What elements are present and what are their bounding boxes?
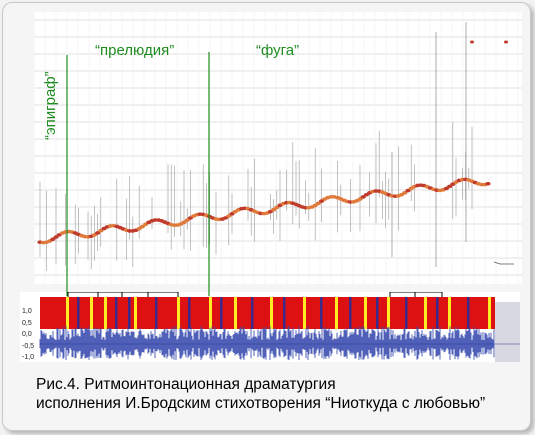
- yellow-marker: [66, 297, 69, 329]
- yellow-marker: [424, 297, 427, 329]
- blue-marker: [251, 297, 254, 329]
- pitch-curve: [37, 40, 508, 245]
- axis-tick-label: -0,5: [22, 343, 35, 350]
- section-label-fugue: “фуга”: [256, 42, 300, 59]
- blue-marker: [320, 297, 323, 329]
- band-markers: [66, 297, 491, 329]
- waveform: [39, 326, 520, 361]
- pitch-point: [184, 218, 190, 223]
- yellow-marker: [488, 297, 491, 329]
- axis-tick-label: 1,0: [22, 308, 32, 315]
- pitch-point: [402, 190, 408, 195]
- section-label-prelude: “прелюдия”: [95, 42, 175, 59]
- blue-marker: [283, 297, 286, 329]
- phrase-bracket: [147, 292, 179, 297]
- caption-line: Рис.4. Ритмоинтонационная драматургия: [36, 376, 336, 393]
- pitch-stems: [39, 22, 514, 271]
- blue-marker: [115, 297, 118, 329]
- blue-marker: [405, 297, 408, 329]
- pitch-point: [357, 197, 363, 201]
- axis-tick-label: 0,5: [22, 320, 32, 327]
- blue-marker: [349, 297, 352, 329]
- yellow-marker: [364, 297, 367, 329]
- waveform-panel: [20, 292, 520, 362]
- yellow-marker: [90, 297, 93, 329]
- pitch-point: [226, 214, 232, 218]
- pitch-point: [95, 231, 101, 235]
- blue-marker: [467, 297, 470, 329]
- pitch-point: [405, 188, 411, 193]
- pitch-point: [504, 40, 508, 44]
- yellow-marker: [234, 297, 237, 329]
- yellow-marker: [177, 297, 180, 329]
- yellow-marker: [270, 297, 273, 329]
- yellow-marker: [104, 297, 107, 329]
- pitch-contour-panel: [34, 12, 522, 284]
- yellow-marker: [303, 297, 306, 329]
- pitch-point: [271, 207, 277, 212]
- pitch-point: [181, 220, 187, 225]
- section-label-epigraph: “эпиграф”: [42, 71, 59, 140]
- blue-marker: [128, 297, 131, 329]
- pitch-point: [470, 40, 474, 44]
- waveform-axis: 1,0 0,5 0,0 -0,5 -1,0: [20, 292, 38, 362]
- caption-line: исполнения И.Бродским стихотворения “Нио…: [36, 395, 486, 412]
- yellow-marker: [335, 297, 338, 329]
- pitch-tail: [493, 261, 514, 265]
- blue-marker: [77, 297, 80, 329]
- yellow-marker: [134, 297, 137, 329]
- phrase-bracket: [414, 292, 443, 297]
- blue-marker: [220, 297, 223, 329]
- blue-marker: [188, 297, 191, 329]
- axis-tick-label: -1,0: [22, 354, 35, 361]
- blue-marker: [376, 297, 379, 329]
- pitch-point: [229, 212, 235, 216]
- blue-marker: [155, 297, 158, 329]
- waveform-tail-rect: [495, 302, 520, 362]
- blue-marker: [436, 297, 439, 329]
- pitch-point: [447, 184, 453, 189]
- pitch-point: [315, 201, 321, 206]
- pitch-point: [53, 235, 59, 239]
- pitch-point: [50, 237, 56, 242]
- pitch-point: [139, 224, 145, 229]
- phrase-brackets: [67, 292, 443, 297]
- yellow-marker: [387, 297, 390, 329]
- pitch-point: [485, 181, 491, 186]
- yellow-marker: [209, 297, 212, 329]
- pitch-point: [360, 195, 366, 199]
- axis-tick-label: 0,0: [22, 331, 32, 338]
- figure-caption: Рис.4. Ритмоинтонационная драматургия ис…: [36, 375, 526, 413]
- pitch-grid: [34, 12, 522, 284]
- yellow-marker: [448, 297, 451, 329]
